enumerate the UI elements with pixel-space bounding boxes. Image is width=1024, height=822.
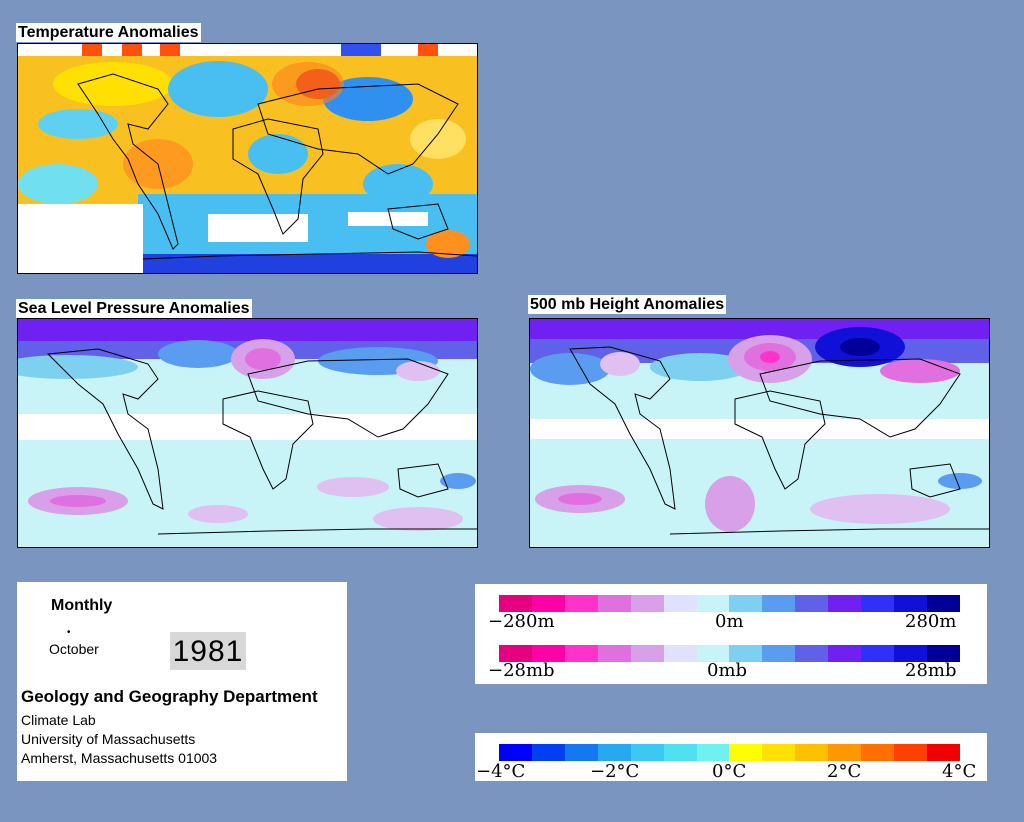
temperature-scale-swatch (499, 744, 532, 761)
temperature-scale-swatch (926, 744, 960, 761)
height500-map-graphic (530, 319, 989, 547)
height-scale-swatch (499, 595, 532, 612)
height-scale-swatch (531, 595, 565, 612)
pressure-scale-swatch (696, 645, 730, 662)
university-name: University of Massachusetts (21, 731, 196, 747)
temperature-scale-swatch (597, 744, 631, 761)
height-scale-swatch (828, 595, 862, 612)
height-scale-swatch (729, 595, 763, 612)
temp-label-minus2: −2°C (590, 761, 640, 782)
pressure-label-max: 28mb (905, 660, 957, 681)
info-panel: Monthly • October 1981 Geology and Geogr… (17, 582, 347, 781)
slp-anomaly-map (17, 318, 478, 548)
pressure-scale-swatch (762, 645, 796, 662)
year-display: 1981 (170, 632, 246, 670)
temperature-color-scale (499, 744, 960, 761)
height-scale-swatch (894, 595, 927, 612)
pressure-label-min: −28mb (488, 660, 555, 681)
pressure-legend: −280m 0m 280m −28mb 0mb 28mb (475, 584, 987, 684)
temp-label-zero: 0°C (712, 761, 747, 782)
temperature-scale-swatch (531, 744, 565, 761)
month-marker: • (67, 627, 71, 638)
pressure-scale-swatch (795, 645, 829, 662)
period-label: Monthly (51, 597, 113, 614)
temperature-scale-swatch (861, 744, 895, 761)
temperature-map-title: Temperature Anomalies (16, 23, 201, 42)
height-scale-swatch (926, 595, 960, 612)
pressure-scale-swatch (894, 645, 927, 662)
temperature-map-graphic (18, 44, 477, 273)
month-label: October (49, 641, 99, 657)
height-color-scale (499, 595, 960, 612)
height-scale-swatch (795, 595, 829, 612)
height-scale-swatch (564, 595, 598, 612)
height-scale-swatch (861, 595, 895, 612)
height-scale-swatch (597, 595, 631, 612)
temperature-scale-swatch (630, 744, 664, 761)
temperature-scale-swatch (828, 744, 862, 761)
height-scale-swatch (762, 595, 796, 612)
temperature-scale-swatch (663, 744, 697, 761)
temp-label-plus4: 4°C (942, 761, 977, 782)
height-scale-swatch (663, 595, 697, 612)
pressure-label-zero: 0mb (707, 660, 748, 681)
pressure-scale-swatch (926, 645, 960, 662)
pressure-scale-swatch (861, 645, 895, 662)
temperature-scale-swatch (894, 744, 927, 761)
address-line: Amherst, Massachusetts 01003 (21, 750, 218, 766)
slp-map-title: Sea Level Pressure Anomalies (16, 299, 252, 318)
temperature-scale-swatch (762, 744, 796, 761)
temperature-scale-swatch (696, 744, 730, 761)
height-label-max: 280m (905, 611, 957, 632)
pressure-scale-swatch (499, 645, 532, 662)
temperature-scale-swatch (795, 744, 829, 761)
height-label-zero: 0m (715, 611, 744, 632)
pressure-scale-swatch (663, 645, 697, 662)
temp-label-plus2: 2°C (827, 761, 862, 782)
temperature-anomaly-map (17, 43, 478, 274)
height-scale-swatch (630, 595, 664, 612)
pressure-scale-swatch (729, 645, 763, 662)
temp-label-minus4: −4°C (476, 761, 526, 782)
slp-map-graphic (18, 319, 477, 547)
pressure-color-scale (499, 645, 960, 662)
temperature-scale-swatch (729, 744, 763, 761)
height500-anomaly-map (529, 318, 990, 548)
height-scale-swatch (696, 595, 730, 612)
height500-map-title: 500 mb Height Anomalies (528, 295, 727, 314)
height-label-min: −280m (488, 611, 555, 632)
pressure-scale-swatch (597, 645, 631, 662)
pressure-scale-swatch (630, 645, 664, 662)
pressure-scale-swatch (564, 645, 598, 662)
temperature-scale-swatch (564, 744, 598, 761)
pressure-scale-swatch (531, 645, 565, 662)
temperature-legend: −4°C −2°C 0°C 2°C 4°C (475, 733, 987, 782)
pressure-scale-swatch (828, 645, 862, 662)
lab-name: Climate Lab (21, 712, 96, 728)
department-name: Geology and Geography Department (21, 687, 318, 706)
